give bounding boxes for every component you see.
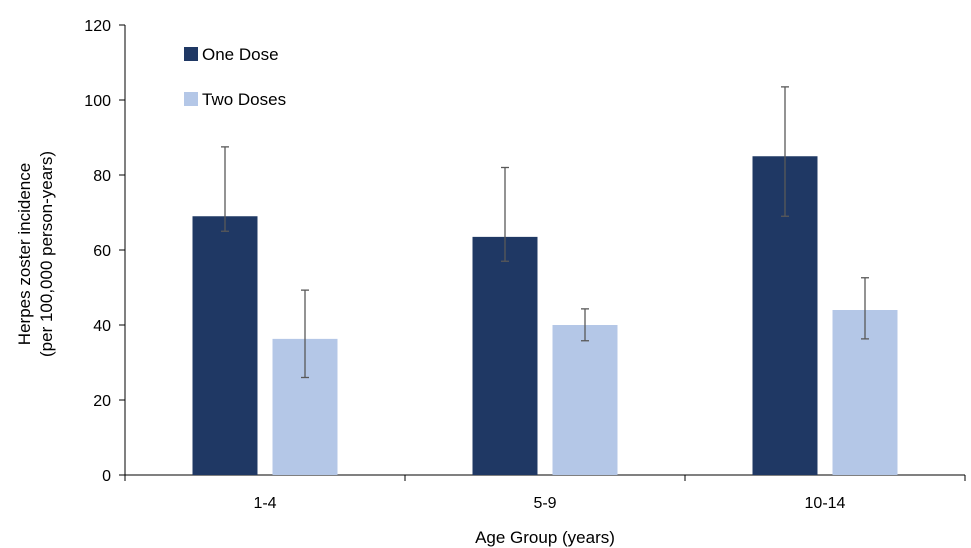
bars <box>192 156 898 475</box>
y-axis-title-line: (per 100,000 person-years) <box>37 151 56 357</box>
x-tick-label: 5-9 <box>533 495 556 512</box>
bar-two-doses-5-9 <box>552 325 618 475</box>
error-bars <box>221 86 869 379</box>
legend-swatch <box>184 47 198 61</box>
y-axis-title-line: Herpes zoster incidence <box>15 163 34 345</box>
bar-one-dose-5-9 <box>472 236 538 475</box>
error-bar <box>501 166 509 262</box>
y-tick-label: 120 <box>84 18 111 35</box>
y-axis: 0 20 40 60 80 100 120 <box>84 18 126 485</box>
legend-swatch <box>184 92 198 106</box>
bar-one-dose-1-4 <box>192 216 258 475</box>
error-bar <box>581 308 589 342</box>
y-axis-title: Herpes zoster incidence (per 100,000 pers… <box>15 151 56 357</box>
legend-label: One Dose <box>202 45 279 64</box>
x-tick-label: 1-4 <box>253 495 276 512</box>
y-tick-label: 100 <box>84 93 111 110</box>
legend-label: Two Doses <box>202 90 286 109</box>
error-bar <box>301 289 309 379</box>
legend: One Dose Two Doses <box>184 45 286 109</box>
y-tick-label: 60 <box>93 243 111 260</box>
x-tick-label: 10-14 <box>805 495 846 512</box>
y-tick-label: 20 <box>93 393 111 410</box>
x-axis <box>124 474 966 481</box>
y-tick-label: 0 <box>102 468 111 485</box>
error-bar <box>861 277 869 340</box>
error-bar <box>221 146 229 232</box>
y-tick-label: 40 <box>93 318 111 335</box>
x-axis-title: Age Group (years) <box>475 528 615 547</box>
y-tick-label: 80 <box>93 168 111 185</box>
error-bar <box>781 86 789 217</box>
x-tick-labels: 1-4 5-9 10-14 <box>253 495 845 512</box>
